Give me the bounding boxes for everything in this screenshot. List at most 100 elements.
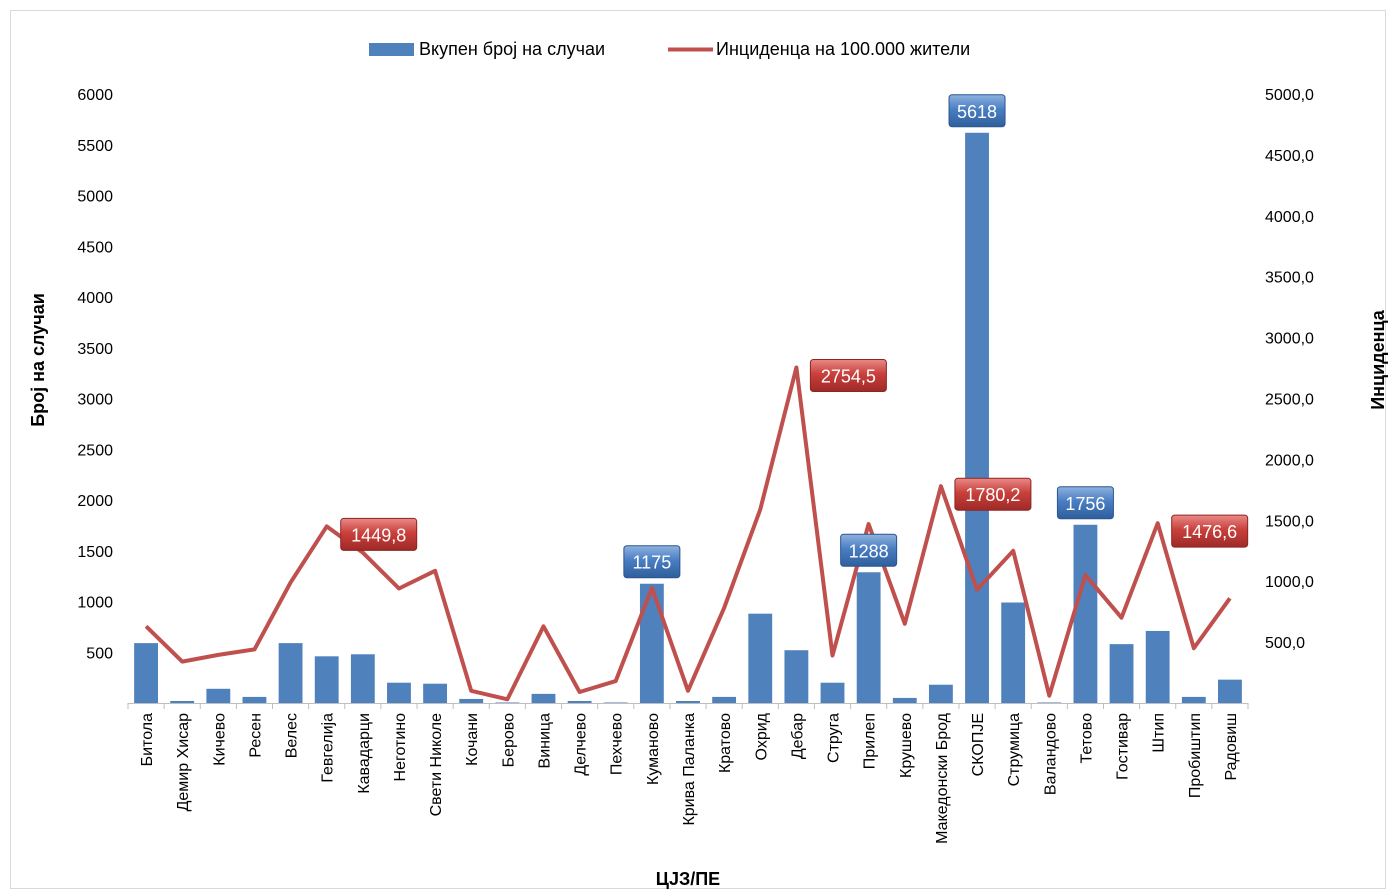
y2-tick-label: 500,0 <box>1265 635 1305 652</box>
data-label-box <box>1056 486 1114 520</box>
bar <box>1037 702 1062 703</box>
data-label-text: 5618 <box>957 102 997 122</box>
y-axis-left: 500 1000 1500 2000 2500 3000 3500 4000 4500 5000 5… <box>77 87 113 662</box>
x-axis-title: ЦЈЗ/ПЕ <box>656 869 720 889</box>
data-label: 1175 <box>623 545 681 579</box>
data-label-text: 1756 <box>1065 494 1105 514</box>
x-tick-label: Делчево <box>573 713 590 776</box>
x-tick-label: Пробиштип <box>1187 713 1204 798</box>
bar <box>1001 602 1026 703</box>
x-tick-label: Дебар <box>789 713 806 759</box>
y2-tick-label: 4000,0 <box>1265 209 1314 226</box>
data-label-box <box>1171 514 1249 548</box>
y-axis-right: 500,0 1000,0 1500,0 2000,0 2500,0 3000,0 3500,… <box>1265 87 1314 652</box>
data-label-box <box>340 517 418 551</box>
x-tick-label: Велес <box>284 713 301 758</box>
data-label: 2754,5 <box>809 359 887 393</box>
bar <box>314 656 339 703</box>
bar <box>423 683 448 703</box>
y2-tick-label: 5000,0 <box>1265 87 1314 104</box>
bar <box>712 696 737 703</box>
bar <box>1181 696 1206 703</box>
bar <box>676 700 700 703</box>
bar <box>242 696 267 703</box>
x-tick-label: Струга <box>826 713 843 763</box>
bar <box>531 693 556 703</box>
bar <box>1145 630 1170 703</box>
x-tick-label: Битола <box>139 713 156 766</box>
x-tick-label: Струмица <box>1006 713 1023 787</box>
x-tick-label: Гостивар <box>1115 713 1132 780</box>
data-label-box <box>809 359 887 393</box>
data-label-text: 1288 <box>849 541 889 561</box>
bar <box>459 698 484 703</box>
y-tick-label: 3000 <box>77 392 113 409</box>
y-axis-title: Број на случаи <box>28 293 48 427</box>
bar <box>495 702 520 703</box>
y-tick-label: 4500 <box>77 239 113 256</box>
y-tick-label: 4000 <box>77 290 113 307</box>
x-tick-label: Крушево <box>898 713 915 778</box>
data-label-box <box>948 94 1006 128</box>
y-tick-label: 5000 <box>77 189 113 206</box>
bar-series <box>134 132 1242 703</box>
y-tick-label: 1000 <box>77 595 113 612</box>
bar <box>928 684 953 703</box>
x-tick-label: Кратово <box>717 713 734 773</box>
y2-tick-label: 3000,0 <box>1265 331 1314 348</box>
y2-tick-label: 3500,0 <box>1265 270 1314 287</box>
x-tick-label: Македонски Брод <box>934 712 951 844</box>
x-tick-label: Виница <box>536 713 553 769</box>
y-tick-label: 5500 <box>77 138 113 155</box>
data-label-text: 1449,8 <box>351 525 406 545</box>
y2-tick-label: 1500,0 <box>1265 513 1314 530</box>
bar <box>856 572 881 703</box>
line-series <box>144 365 1232 702</box>
data-label: 1476,6 <box>1171 514 1249 548</box>
x-tick-label: Кавадарци <box>356 713 373 794</box>
bar <box>567 700 592 703</box>
y2-axis-title: Инциденца <box>1368 309 1388 410</box>
data-label-text: 1780,2 <box>965 485 1020 505</box>
data-label-box <box>840 533 898 567</box>
y-tick-label: 2000 <box>77 493 113 510</box>
x-axis: Битола Демир Хисар Кичево Ресен Велес Гевгели… <box>127 703 1249 844</box>
x-tick-label: СКОПЈЕ <box>970 713 987 776</box>
y2-tick-label: 2000,0 <box>1265 452 1314 469</box>
chart-frame <box>10 10 1386 889</box>
legend-label-line: Инциденца на 100.000 жители <box>716 39 970 59</box>
legend-label-bar: Вкупен број на случаи <box>419 39 605 59</box>
bar <box>278 643 303 703</box>
bar <box>965 132 989 703</box>
y-tick-label: 6000 <box>77 87 113 104</box>
bar <box>639 583 664 703</box>
data-label-box <box>623 545 681 579</box>
y2-tick-label: 4500,0 <box>1265 148 1314 165</box>
x-tick-label: Берово <box>500 713 517 768</box>
bar <box>134 643 158 703</box>
x-tick-label: Валандово <box>1042 713 1059 795</box>
data-label-text: 1476,6 <box>1182 522 1237 542</box>
x-tick-label: Кочани <box>464 713 481 766</box>
x-tick-label: Радовиш <box>1223 713 1240 781</box>
bar <box>603 702 628 703</box>
y-tick-label: 3500 <box>77 341 113 358</box>
data-labels: 1175 1288 5618 1756 1449,8 2754,5 1780,2 1476,6 <box>340 94 1249 579</box>
y-tick-label: 1500 <box>77 544 113 561</box>
y-tick-label: 2500 <box>77 442 113 459</box>
x-tick-label: Кичево <box>211 713 228 766</box>
bar <box>170 700 195 703</box>
data-label: 1288 <box>840 533 898 567</box>
legend-swatch-bar <box>369 43 414 56</box>
bar <box>1073 524 1098 703</box>
x-tick-label: Гевгелија <box>320 713 337 783</box>
x-tick-label: Куманово <box>645 713 662 785</box>
data-label-box <box>954 477 1032 511</box>
data-label: 5618 <box>948 94 1006 128</box>
bar <box>892 697 917 703</box>
data-label: 1449,8 <box>340 517 418 551</box>
data-label: 1780,2 <box>954 477 1032 511</box>
bar <box>748 613 773 703</box>
x-tick-label: Прилеп <box>862 713 879 769</box>
